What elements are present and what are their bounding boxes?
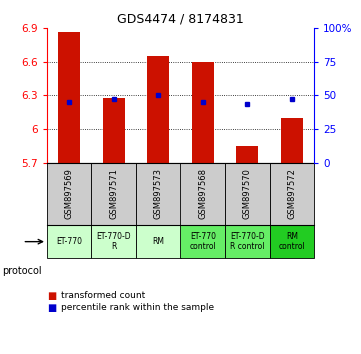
Title: GDS4474 / 8174831: GDS4474 / 8174831 <box>117 13 244 26</box>
Bar <box>270 162 314 225</box>
Bar <box>236 146 258 162</box>
Bar <box>270 225 314 258</box>
Bar <box>91 162 136 225</box>
Text: GSM897571: GSM897571 <box>109 168 118 219</box>
Text: GSM897569: GSM897569 <box>65 168 74 219</box>
Text: ET-770
control: ET-770 control <box>190 232 216 251</box>
Bar <box>180 225 225 258</box>
Bar <box>192 62 214 162</box>
Text: RM
control: RM control <box>278 232 305 251</box>
Bar <box>225 225 270 258</box>
Text: GSM897568: GSM897568 <box>198 168 207 219</box>
Bar <box>147 56 169 162</box>
Text: GSM897570: GSM897570 <box>243 168 252 219</box>
Bar <box>91 225 136 258</box>
Bar <box>225 162 270 225</box>
Text: ET-770-D
R: ET-770-D R <box>96 232 131 251</box>
Text: GSM897573: GSM897573 <box>154 168 163 219</box>
Text: protocol: protocol <box>2 266 42 276</box>
Text: ET-770: ET-770 <box>56 237 82 246</box>
Bar <box>103 98 125 162</box>
Bar <box>58 32 80 162</box>
Text: transformed count: transformed count <box>61 291 145 300</box>
Bar <box>136 225 180 258</box>
Bar <box>136 162 180 225</box>
Bar <box>47 225 91 258</box>
Bar <box>47 162 91 225</box>
Bar <box>280 118 303 162</box>
Text: RM: RM <box>152 237 164 246</box>
Text: GSM897572: GSM897572 <box>287 168 296 219</box>
Text: ■: ■ <box>47 303 56 313</box>
Text: ■: ■ <box>47 291 56 301</box>
Bar <box>180 162 225 225</box>
Text: percentile rank within the sample: percentile rank within the sample <box>61 303 214 313</box>
Text: ET-770-D
R control: ET-770-D R control <box>230 232 265 251</box>
